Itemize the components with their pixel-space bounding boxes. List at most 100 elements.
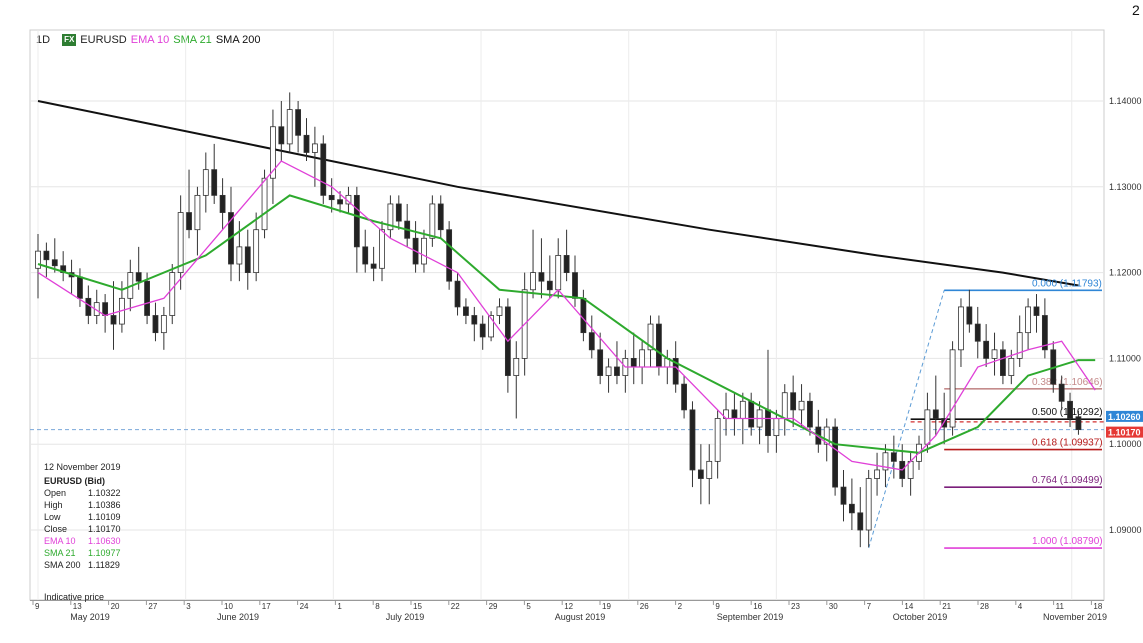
- candle-body: [807, 400, 813, 428]
- candle-body: [43, 250, 50, 261]
- fib-level-label: 0.618 (1.09937): [1032, 438, 1103, 449]
- candle: [454, 272, 461, 316]
- x-tick-label: 10: [224, 602, 233, 611]
- candle-body: [1000, 349, 1006, 376]
- candle: [1025, 298, 1031, 350]
- x-tick-label: 9: [715, 602, 720, 611]
- candle: [194, 186, 201, 256]
- info-key: Close: [44, 524, 68, 534]
- candle-body: [286, 109, 293, 145]
- x-tick-label: 20: [111, 602, 120, 611]
- candle-body: [370, 263, 377, 269]
- candle-body: [597, 349, 604, 376]
- info-key: Low: [44, 512, 61, 522]
- x-tick-label: 1: [337, 602, 342, 611]
- x-tick-label: 3: [186, 602, 191, 611]
- candle: [437, 195, 444, 239]
- ema10-line: [37, 160, 1096, 471]
- candle: [538, 238, 545, 299]
- price-tag-bg: [1106, 426, 1143, 438]
- month-label: September 2019: [717, 612, 784, 622]
- candle-body: [202, 169, 209, 196]
- x-tick-label: 16: [753, 602, 762, 611]
- candle: [43, 242, 50, 277]
- candle-body: [974, 323, 981, 342]
- corner-glyph: 2: [1132, 2, 1140, 18]
- timeframe-label[interactable]: 1D: [36, 34, 51, 46]
- x-tick-label: 5: [526, 602, 531, 611]
- info-row: Close 1.10170: [44, 523, 121, 535]
- candle: [60, 251, 67, 282]
- candle-body: [253, 229, 260, 273]
- candle-body: [270, 126, 276, 179]
- candle: [714, 409, 721, 479]
- candle: [429, 195, 436, 247]
- candle: [681, 375, 687, 419]
- candle: [622, 349, 629, 393]
- month-label: June 2019: [217, 612, 259, 622]
- x-tick-label: 7: [867, 602, 872, 611]
- info-instrument: EURUSD (Bid): [44, 476, 105, 486]
- legend-ema10[interactable]: EMA 10: [130, 34, 170, 46]
- candle-body: [437, 203, 444, 231]
- candle: [152, 302, 159, 342]
- candle-body: [639, 349, 646, 368]
- candle-body: [697, 469, 704, 479]
- month-label: May 2019: [70, 612, 110, 622]
- candle: [412, 221, 419, 273]
- candle-body: [538, 272, 545, 282]
- x-tick-label: 21: [942, 602, 951, 611]
- candle-body: [530, 272, 536, 291]
- chart-legend: 1D FX EURUSD EMA 10 SMA 21 SMA 200: [36, 34, 260, 46]
- y-tick-label: 1.11000: [1109, 353, 1141, 363]
- candle: [1058, 375, 1065, 410]
- candle: [614, 341, 620, 385]
- candle-body: [35, 250, 41, 269]
- candle-body: [144, 280, 150, 316]
- candle-body: [949, 349, 956, 428]
- y-tick-label: 1.14000: [1109, 96, 1142, 106]
- candle-body: [781, 392, 788, 419]
- info-value: 1.10630: [88, 536, 121, 546]
- info-value: 1.10386: [88, 500, 121, 510]
- candle-body: [219, 194, 226, 213]
- candle-body: [773, 418, 780, 437]
- x-tick-label: 9: [35, 602, 40, 611]
- info-row: EMA 10 1.10630: [44, 535, 121, 547]
- candle-body: [160, 315, 167, 334]
- candle: [882, 444, 889, 488]
- candle-body: [102, 302, 109, 316]
- info-value: 1.10322: [88, 488, 121, 498]
- candle: [1000, 341, 1006, 385]
- info-box: 12 November 2019 EURUSD (Bid) Open 1.1032…: [44, 461, 121, 603]
- price-tag-label: 1.10170: [1108, 428, 1141, 438]
- candle-body: [731, 409, 738, 419]
- month-label: August 2019: [555, 612, 606, 622]
- candle-body: [303, 134, 310, 153]
- candle-body: [924, 409, 931, 445]
- candle-body: [1025, 306, 1031, 334]
- candle-body: [488, 315, 494, 338]
- candle-body: [706, 460, 713, 479]
- info-row: High 1.10386: [44, 499, 121, 511]
- x-tick-label: 4: [1018, 602, 1023, 611]
- candle: [597, 332, 604, 385]
- candle-body: [379, 229, 385, 269]
- legend-sma21[interactable]: SMA 21: [173, 34, 212, 46]
- info-key: High: [44, 500, 63, 510]
- x-tick-label: 19: [602, 602, 611, 611]
- candle-body: [890, 452, 897, 462]
- info-key: SMA 21: [44, 548, 76, 558]
- fib-level-label: 0.764 (1.09499): [1032, 475, 1103, 486]
- symbol-label[interactable]: EURUSD: [80, 34, 127, 46]
- candle-body: [588, 332, 595, 351]
- candle: [991, 332, 998, 376]
- candle-body: [186, 212, 192, 231]
- candle: [228, 186, 234, 282]
- x-tick-label: 8: [375, 602, 380, 611]
- candle-body: [387, 203, 394, 231]
- legend-sma200[interactable]: SMA 200: [215, 34, 261, 46]
- candle-body: [337, 199, 343, 205]
- candle-body: [244, 246, 251, 274]
